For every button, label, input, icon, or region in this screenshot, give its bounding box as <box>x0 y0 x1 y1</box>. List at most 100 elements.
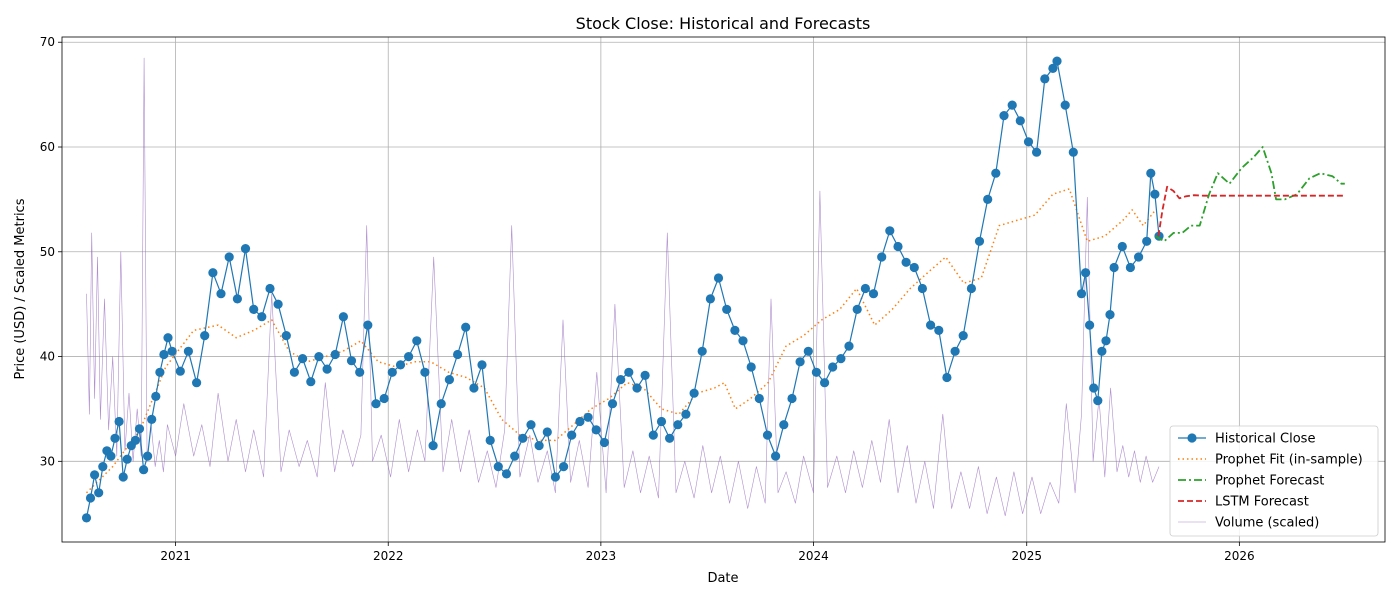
data-point <box>942 372 952 383</box>
data-point <box>828 362 838 372</box>
data-point <box>559 462 569 472</box>
data-point <box>852 304 862 314</box>
data-point <box>163 333 173 343</box>
data-point <box>412 336 422 346</box>
data-point <box>477 360 487 370</box>
data-point <box>208 268 218 278</box>
data-point <box>754 393 764 404</box>
data-point <box>705 294 716 304</box>
data-point <box>665 433 675 443</box>
data-point <box>1097 346 1107 356</box>
data-point <box>355 367 365 377</box>
data-point <box>681 409 691 419</box>
data-point <box>1076 289 1087 299</box>
data-point <box>616 375 626 385</box>
data-point <box>404 352 414 362</box>
data-point <box>575 416 585 427</box>
data-point <box>371 399 381 409</box>
data-point <box>713 273 724 283</box>
data-point <box>567 430 577 440</box>
series-layer <box>81 56 1345 523</box>
data-point <box>510 451 520 461</box>
data-point <box>1117 241 1127 252</box>
data-point <box>298 354 308 364</box>
data-point <box>689 388 699 398</box>
data-point <box>1081 268 1091 278</box>
y-tick-label: 30 <box>40 454 55 468</box>
data-point <box>787 393 797 404</box>
data-point <box>106 451 116 461</box>
plot-frame <box>61 36 1386 543</box>
data-point <box>273 299 283 309</box>
data-point <box>306 377 316 387</box>
data-point <box>1134 252 1144 262</box>
data-point <box>901 257 911 267</box>
y-tick-label: 70 <box>40 35 55 49</box>
data-point <box>114 416 124 427</box>
data-point <box>1093 396 1103 406</box>
data-point <box>122 454 132 464</box>
y-axis-label: Price (USD) / Scaled Metrics <box>13 198 28 379</box>
data-point <box>322 364 332 374</box>
data-point <box>1101 336 1111 346</box>
data-point <box>159 349 169 360</box>
data-point <box>591 425 601 435</box>
data-point <box>240 244 251 254</box>
data-point <box>1150 189 1160 199</box>
data-point <box>444 375 454 385</box>
data-point <box>155 367 165 377</box>
data-point <box>648 430 658 440</box>
tick-layer: 2021 2022 2023 2024 2025 2026 30 40 50 60 70 <box>40 35 1255 563</box>
data-point <box>966 283 977 294</box>
data-point <box>469 383 479 393</box>
data-point <box>518 433 528 443</box>
data-point <box>265 283 275 294</box>
data-point <box>632 383 642 393</box>
data-point <box>607 399 618 409</box>
data-point <box>534 441 544 451</box>
data-point <box>1040 74 1050 84</box>
data-point <box>868 289 879 299</box>
data-point <box>795 357 805 367</box>
data-point <box>485 435 495 445</box>
data-point <box>974 236 985 246</box>
data-point <box>771 451 781 461</box>
data-point <box>461 322 471 332</box>
data-point <box>599 437 610 448</box>
data-point <box>314 352 324 362</box>
legend-label-volume-scaled: Volume (scaled) <box>1215 516 1319 531</box>
data-point <box>917 283 928 294</box>
data-point <box>983 194 993 204</box>
data-point <box>379 393 389 404</box>
data-point <box>958 331 968 341</box>
data-point <box>249 304 259 314</box>
data-point <box>926 320 936 330</box>
x-tick-label: 2022 <box>373 549 404 563</box>
legend: Historical Close Prophet Fit (in-sample) P… <box>1169 425 1379 537</box>
data-point <box>338 312 348 322</box>
data-point <box>820 378 830 388</box>
data-point <box>330 349 340 360</box>
y-tick-label: 40 <box>40 350 55 364</box>
data-point <box>811 367 822 377</box>
data-point <box>167 346 177 356</box>
data-point <box>130 435 140 445</box>
data-point <box>779 420 789 430</box>
data-point <box>950 346 960 356</box>
data-point <box>139 465 149 475</box>
data-point <box>730 325 740 335</box>
x-tick-label: 2023 <box>586 549 617 563</box>
data-point <box>224 252 234 262</box>
y-tick-label: 50 <box>40 245 55 259</box>
data-point <box>94 488 104 498</box>
data-point <box>526 420 536 430</box>
legend-label-historical-close: Historical Close <box>1215 432 1315 447</box>
data-point <box>885 226 895 236</box>
grid-layer <box>62 37 1385 542</box>
legend-box <box>1169 425 1379 537</box>
data-point <box>803 346 813 356</box>
y-tick-label: 60 <box>40 140 55 154</box>
data-point <box>836 354 846 364</box>
data-point <box>387 367 397 377</box>
